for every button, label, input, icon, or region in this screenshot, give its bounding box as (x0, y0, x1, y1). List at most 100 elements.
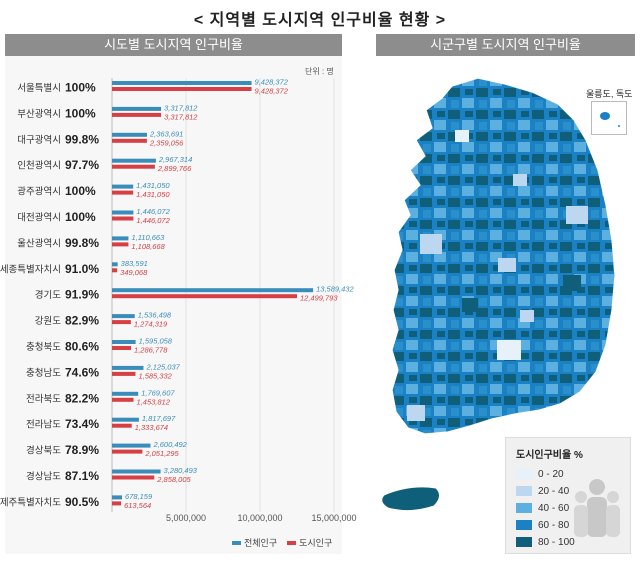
percent-label: 90.5% (65, 495, 99, 509)
ulleung-inset (591, 101, 627, 135)
region-light-2 (513, 174, 527, 186)
percent-label: 78.9% (65, 443, 99, 457)
percent-label: 82.9% (65, 314, 99, 328)
value-label-total: 9,428,372 (255, 78, 289, 87)
bar-total (112, 184, 134, 189)
jeju-island (381, 486, 440, 512)
value-label-urban: 2,899,766 (157, 164, 192, 173)
category-label: 대구광역시 (17, 134, 61, 146)
value-label-urban: 12,499,793 (300, 294, 338, 303)
category-label: 경기도 (35, 289, 61, 301)
map-legend-item: 40 - 60 (516, 502, 569, 514)
bar-total (112, 469, 161, 474)
legend-label-urban: 도시인구 (299, 538, 333, 548)
value-label-total: 678,159 (125, 492, 153, 501)
legend-swatch-3 (516, 520, 532, 530)
bar-urban (112, 216, 134, 221)
percent-label: 97.7% (65, 158, 99, 172)
category-label: 부산광역시 (17, 108, 61, 120)
category-label: 충청남도 (26, 368, 61, 379)
value-label-urban: 349,068 (120, 268, 148, 277)
bar-total (112, 210, 134, 215)
people-icon (574, 479, 620, 537)
bar-urban (112, 475, 155, 480)
value-label-urban: 1,333,674 (135, 423, 168, 432)
bar-total (112, 236, 129, 241)
map-legend-title: 도시인구비율 % (516, 450, 583, 461)
bar-total (112, 495, 123, 500)
map-legend-item: 0 - 20 (516, 468, 564, 480)
bar-urban (112, 190, 134, 195)
value-label-total: 2,967,314 (158, 155, 192, 164)
category-label: 대전광역시 (17, 212, 61, 224)
bar-chart-header: 시도별 도시지역 인구비율 (5, 34, 342, 56)
category-label: 경상북도 (26, 445, 61, 457)
percent-label: 82.2% (65, 391, 99, 405)
value-label-urban: 2,858,005 (156, 475, 191, 484)
bar-urban (112, 449, 143, 454)
category-label: 세종특별자치시 (0, 263, 61, 275)
bar-total (112, 81, 252, 85)
category-label: 강원도 (35, 316, 61, 327)
map-legend-item: 80 - 100 (516, 536, 575, 548)
bar-urban (112, 164, 155, 169)
value-label-total: 1,817,697 (142, 414, 176, 423)
bar-urban (112, 346, 132, 350)
value-label-urban: 1,108,668 (131, 242, 165, 251)
region-dark-1 (563, 275, 581, 291)
value-label-total: 1,769,607 (141, 388, 175, 397)
percent-label: 100% (65, 106, 96, 120)
value-label-urban: 2,359,056 (149, 138, 184, 147)
category-label: 제주특별자치도 (0, 496, 61, 508)
region-dark-2 (462, 298, 478, 312)
x-tick-label: 5,000,000 (166, 513, 206, 523)
value-label-urban: 1,274,319 (134, 320, 168, 329)
value-label-total: 1,431,050 (136, 181, 170, 190)
bar-total (112, 262, 118, 267)
legend-swatch-1 (516, 486, 532, 496)
map-legend-item: 20 - 40 (516, 485, 569, 497)
value-label-urban: 1,446,072 (136, 216, 170, 225)
category-label: 충청북도 (26, 342, 61, 353)
bar-total (112, 340, 136, 344)
value-label-total: 2,600,492 (152, 440, 187, 449)
bar-urban (112, 294, 297, 299)
percent-label: 100% (65, 81, 96, 95)
legend-swatch-0 (516, 469, 532, 479)
legend-swatch-urban (287, 540, 297, 545)
unit-label: 단위 : 명 (305, 67, 334, 76)
region-light-8 (455, 130, 469, 142)
bar-urban (112, 371, 136, 376)
map-header: 시군구별 도시지역 인구비율 (376, 34, 635, 56)
bar-urban (112, 87, 252, 91)
percent-label: 100% (65, 210, 96, 224)
legend-swatch-4 (516, 537, 532, 547)
value-label-total: 3,280,493 (164, 466, 198, 475)
value-label-urban: 1,453,812 (137, 397, 171, 406)
value-label-total: 3,317,812 (164, 103, 198, 112)
bar-total (112, 443, 151, 448)
value-label-total: 13,589,432 (316, 285, 354, 294)
bar-total (112, 391, 139, 396)
value-label-total: 383,591 (121, 259, 148, 268)
category-label: 울산광역시 (17, 237, 61, 249)
bar-urban (112, 501, 122, 506)
region-light-1 (420, 234, 442, 254)
page-title: < 지역별 도시지역 인구비율 현황 > (193, 12, 447, 29)
ulleung-label: 울릉도, 독도 (586, 89, 633, 99)
value-label-total: 2,363,691 (149, 129, 183, 138)
percent-label: 80.6% (65, 340, 99, 354)
legend-swatch-total (232, 540, 241, 545)
value-label-total: 1,110,663 (131, 233, 165, 242)
value-label-urban: 1,286,778 (134, 346, 168, 355)
value-label-urban: 9,428,372 (255, 87, 289, 96)
category-label: 전라북도 (26, 394, 61, 405)
percent-label: 91.9% (65, 288, 99, 302)
percent-label: 100% (65, 184, 96, 198)
bar-total (112, 417, 139, 422)
value-label-total: 2,125,037 (145, 362, 180, 371)
percent-label: 73.4% (65, 417, 99, 431)
bar-urban (112, 112, 162, 117)
bar-urban (112, 397, 134, 402)
bar-total (112, 365, 144, 370)
